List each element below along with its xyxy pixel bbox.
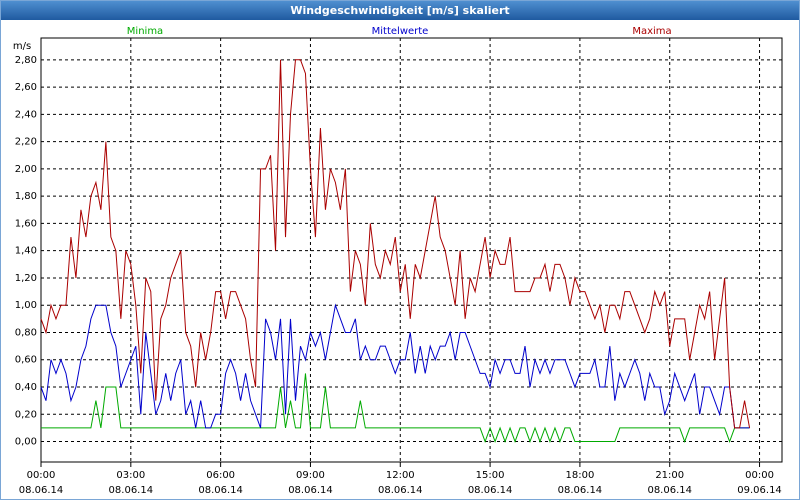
y-tick-label: 1,20 bbox=[15, 273, 37, 284]
y-tick-label: 0,40 bbox=[15, 382, 37, 393]
x-tick-label: 00:00 bbox=[27, 470, 56, 481]
x-tick-label: 21:00 bbox=[655, 470, 684, 481]
y-tick-label: 2,20 bbox=[15, 137, 37, 148]
x-tick-date: 09.06.14 bbox=[737, 485, 782, 496]
x-tick-label: 03:00 bbox=[116, 470, 145, 481]
y-tick-label: 1,80 bbox=[15, 191, 37, 202]
y-tick-label: 0,20 bbox=[15, 409, 37, 420]
x-tick-date: 08.06.14 bbox=[647, 485, 692, 496]
x-tick-date: 08.06.14 bbox=[468, 485, 513, 496]
legend-entry: Maxima bbox=[632, 26, 671, 37]
y-tick-label: 0,60 bbox=[15, 355, 37, 366]
x-tick-label: 00:00 bbox=[745, 470, 774, 481]
y-tick-label: 1,40 bbox=[15, 246, 37, 257]
legend-entry: Mittelwerte bbox=[372, 26, 429, 37]
y-tick-label: 0,80 bbox=[15, 327, 37, 338]
chart-title: Windgeschwindigkeit [m/s] skaliert bbox=[290, 4, 509, 17]
x-tick-label: 12:00 bbox=[386, 470, 415, 481]
x-tick-date: 08.06.14 bbox=[378, 485, 423, 496]
y-tick-label: 2,00 bbox=[15, 164, 37, 175]
y-tick-label: 0,00 bbox=[15, 437, 37, 448]
y-tick-label: 1,00 bbox=[15, 300, 37, 311]
y-tick-label: 2,60 bbox=[15, 82, 37, 93]
x-tick-label: 09:00 bbox=[296, 470, 325, 481]
data-line bbox=[41, 373, 750, 444]
x-tick-date: 08.06.14 bbox=[198, 485, 243, 496]
title-bar bbox=[1, 1, 799, 20]
y-axis-label: m/s bbox=[13, 41, 31, 52]
x-tick-label: 15:00 bbox=[476, 470, 505, 481]
y-tick-label: 2,40 bbox=[15, 109, 37, 120]
y-tick-label: 2,80 bbox=[15, 55, 37, 66]
data-line bbox=[40, 303, 750, 429]
x-tick-date: 08.06.14 bbox=[109, 485, 154, 496]
x-tick-label: 18:00 bbox=[565, 470, 594, 481]
y-tick-label: 1,60 bbox=[15, 218, 37, 229]
x-tick-date: 08.06.14 bbox=[288, 485, 333, 496]
x-tick-date: 08.06.14 bbox=[19, 485, 64, 496]
x-tick-label: 06:00 bbox=[206, 470, 235, 481]
legend-entry: Minima bbox=[127, 26, 163, 37]
x-tick-date: 08.06.14 bbox=[558, 485, 603, 496]
data-line bbox=[40, 59, 751, 429]
